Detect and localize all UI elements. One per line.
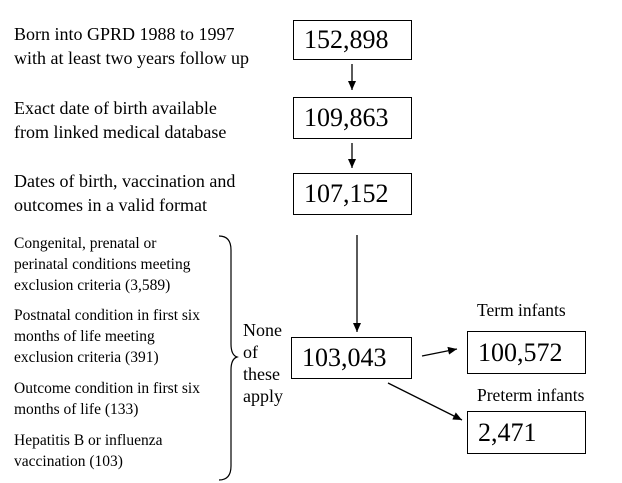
step-2-count: 109,863 <box>304 103 389 132</box>
exclusion-item: Outcome condition in first six months of… <box>14 378 200 420</box>
step-3-count-box: 107,152 <box>293 173 412 215</box>
exclusion-2-line-3: exclusion criteria (391) <box>14 349 159 366</box>
arrow-final-to-term <box>421 346 458 357</box>
step-1-count-box: 152,898 <box>293 20 412 60</box>
exclusion-item: Hepatitis B or influenza vaccination (10… <box>14 430 163 472</box>
term-infants-label: Term infants <box>477 300 566 320</box>
exclusion-4-line-2: vaccination (103) <box>14 453 123 470</box>
step-2-line-2: from linked medical database <box>14 122 227 142</box>
step-2-description: Exact date of birth available from linke… <box>14 96 226 144</box>
step-2-count-box: 109,863 <box>293 97 412 139</box>
none-apply-line-4: apply <box>243 386 283 406</box>
none-apply-line-3: these <box>243 364 280 384</box>
step-3-description: Dates of birth, vaccination and outcomes… <box>14 169 235 217</box>
step-3-count: 107,152 <box>304 179 389 208</box>
term-count-box: 100,572 <box>467 331 586 374</box>
exclusion-2-line-1: Postnatal condition in first six <box>14 307 200 324</box>
exclusion-1-line-3: exclusion criteria (3,589) <box>14 277 171 294</box>
final-count-box: 103,043 <box>291 337 412 379</box>
none-apply-line-1: None <box>243 320 282 340</box>
exclusion-1-line-1: Congenital, prenatal or <box>14 235 157 252</box>
exclusion-3-line-2: months of life (133) <box>14 401 139 418</box>
step-1-description: Born into GPRD 1988 to 1997 with at leas… <box>14 22 249 70</box>
exclusion-item: Postnatal condition in first six months … <box>14 305 200 368</box>
exclusion-2-line-2: months of life meeting <box>14 328 155 345</box>
exclusion-4-line-1: Hepatitis B or influenza <box>14 432 163 449</box>
arrow-final-to-preterm <box>387 382 463 421</box>
exclusion-brace <box>218 235 239 481</box>
none-apply-label: None of these apply <box>243 319 283 407</box>
preterm-count-box: 2,471 <box>467 411 586 454</box>
preterm-count: 2,471 <box>478 417 537 447</box>
step-1-line-2: with at least two years follow up <box>14 48 249 68</box>
preterm-infants-label: Preterm infants <box>477 385 585 405</box>
step-1-line-1: Born into GPRD 1988 to 1997 <box>14 24 235 44</box>
exclusion-item: Congenital, prenatal or perinatal condit… <box>14 233 190 296</box>
term-count: 100,572 <box>478 337 563 367</box>
step-1-count: 152,898 <box>304 25 389 54</box>
exclusion-1-line-2: perinatal conditions meeting <box>14 256 191 273</box>
step-3-line-2: outcomes in a valid format <box>14 195 207 215</box>
final-count: 103,043 <box>302 343 387 372</box>
step-2-line-1: Exact date of birth available <box>14 98 217 118</box>
step-3-line-1: Dates of birth, vaccination and <box>14 171 236 191</box>
none-apply-line-2: of <box>243 342 258 362</box>
exclusion-3-line-1: Outcome condition in first six <box>14 380 200 397</box>
